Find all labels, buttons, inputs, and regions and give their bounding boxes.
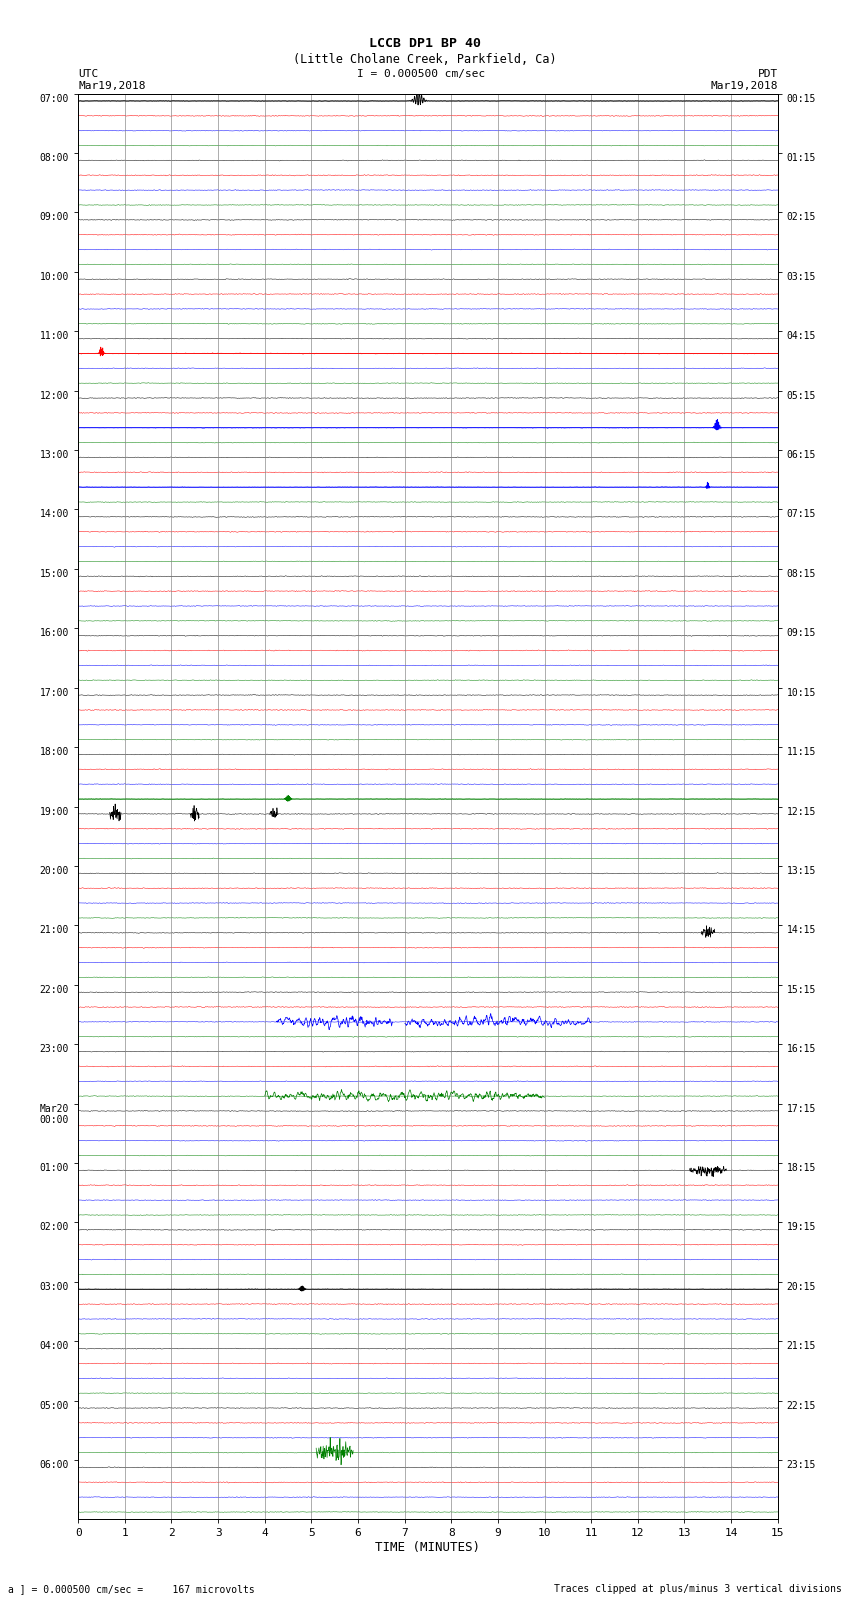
Text: UTC: UTC xyxy=(78,69,99,79)
Text: I = 0.000500 cm/sec: I = 0.000500 cm/sec xyxy=(357,69,485,79)
Text: LCCB DP1 BP 40: LCCB DP1 BP 40 xyxy=(369,37,481,50)
Text: Mar19,2018: Mar19,2018 xyxy=(78,81,145,90)
Text: Traces clipped at plus/minus 3 vertical divisions: Traces clipped at plus/minus 3 vertical … xyxy=(553,1584,842,1594)
X-axis label: TIME (MINUTES): TIME (MINUTES) xyxy=(376,1542,480,1555)
Text: (Little Cholane Creek, Parkfield, Ca): (Little Cholane Creek, Parkfield, Ca) xyxy=(293,53,557,66)
Text: PDT: PDT xyxy=(757,69,778,79)
Text: a ] = 0.000500 cm/sec =     167 microvolts: a ] = 0.000500 cm/sec = 167 microvolts xyxy=(8,1584,255,1594)
Text: Mar19,2018: Mar19,2018 xyxy=(711,81,778,90)
